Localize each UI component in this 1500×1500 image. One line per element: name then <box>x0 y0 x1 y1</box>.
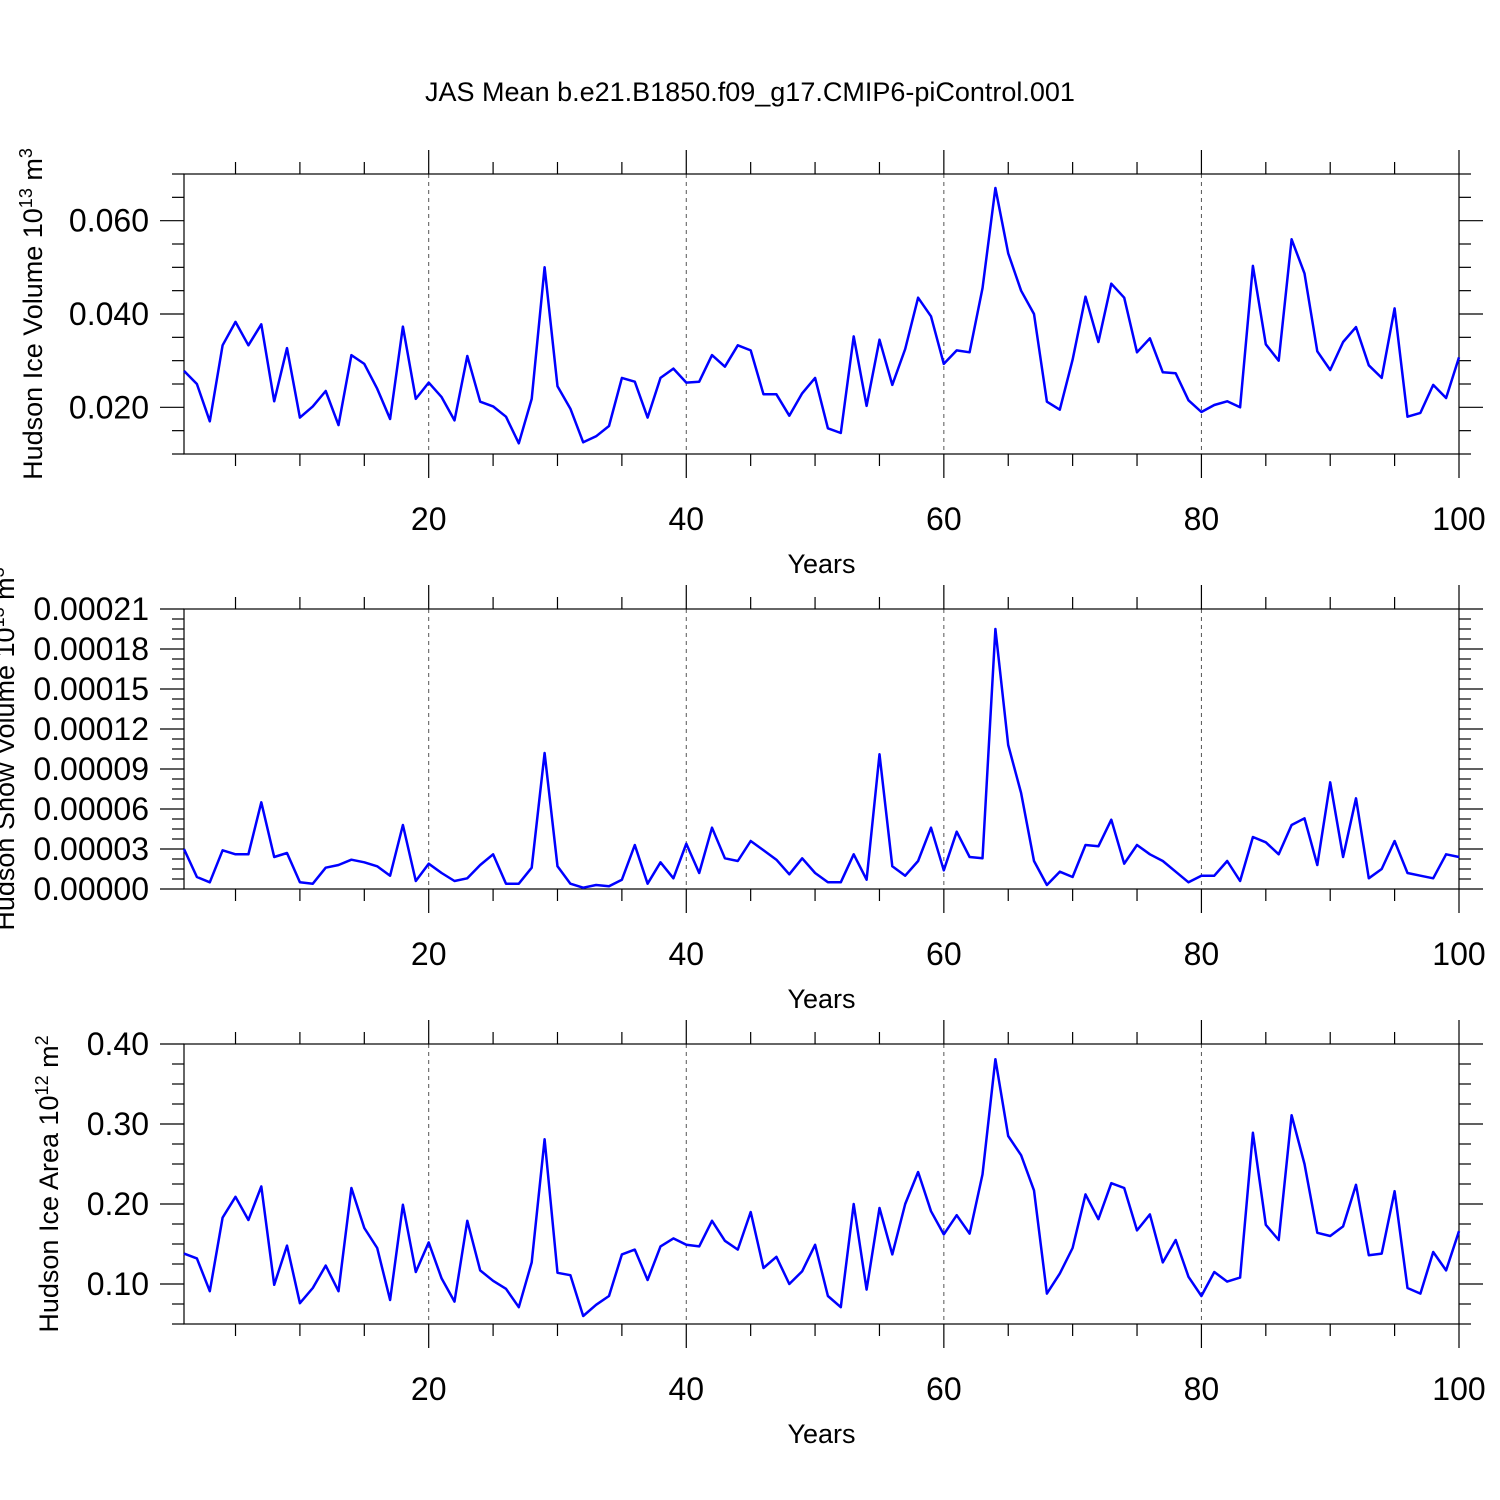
chart-title: JAS Mean b.e21.B1850.f09_g17.CMIP6-piCon… <box>425 77 1075 107</box>
xtick-label: 80 <box>1184 501 1220 537</box>
ytick-label: 0.00021 <box>33 591 149 627</box>
xtick-label: 80 <box>1184 1371 1220 1407</box>
panels: 0.020 0.040 0.060 20 40 60 80 100 Years Hudson Ic… <box>0 148 1486 1449</box>
plot-frame <box>183 608 1460 890</box>
ytick-label: 0.10 <box>87 1266 149 1302</box>
ytick-label: 0.00015 <box>33 671 149 707</box>
ytick-label: 0.20 <box>87 1186 149 1222</box>
xtick-label: 60 <box>926 501 962 537</box>
xtick-label: 100 <box>1432 936 1485 972</box>
panel-1: 0.020 0.040 0.060 20 40 60 80 100 Years Hudson Ic… <box>16 148 1486 579</box>
xtick-label: 100 <box>1432 1371 1485 1407</box>
panel-3: 0.10 0.20 0.30 0.40 20 40 60 80 100 Years Hudson I… <box>32 1020 1486 1449</box>
xtick-label: 40 <box>668 501 704 537</box>
xtick-label: 20 <box>411 1371 447 1407</box>
ytick-label: 0.00018 <box>33 631 149 667</box>
ytick-label: 0.40 <box>87 1026 149 1062</box>
xtick-label: 40 <box>668 936 704 972</box>
series-line <box>183 1057 1461 1318</box>
ytick-label: 0.060 <box>69 203 149 239</box>
series-line <box>182 627 1460 889</box>
xtick-label: 80 <box>1184 936 1220 972</box>
series-line <box>183 186 1461 445</box>
plot-frame <box>183 1043 1460 1325</box>
xtick-label: 20 <box>411 501 447 537</box>
y-axis-label: Hudson Ice Area 1012 m2 <box>32 1035 64 1332</box>
xtick-label: 60 <box>926 936 962 972</box>
y-axis-label: Hudson Ice Volume 1013 m3 <box>16 148 48 480</box>
xtick-label: 60 <box>926 1371 962 1407</box>
ytick-label: 0.00009 <box>33 751 149 787</box>
x-axis-label: Years <box>787 549 855 579</box>
ytick-label: 0.020 <box>69 389 149 425</box>
xtick-label: 40 <box>668 1371 704 1407</box>
ytick-label: 0.00006 <box>33 791 149 827</box>
xtick-label: 20 <box>411 936 447 972</box>
x-axis-label: Years <box>787 1419 855 1449</box>
y-axis-label: Hudson Snow Volume 1013 m3 <box>0 567 20 930</box>
panel-2: 0.00000 0.00003 0.00006 0.00009 0.00012 0.000… <box>0 567 1486 1014</box>
ytick-label: 0.00003 <box>33 831 149 867</box>
plot-frame <box>183 173 1460 455</box>
ytick-label: 0.040 <box>69 296 149 332</box>
ytick-label: 0.00000 <box>33 871 149 907</box>
ytick-label: 0.30 <box>87 1106 149 1142</box>
x-axis-label: Years <box>787 984 855 1014</box>
ytick-label: 0.00012 <box>33 711 149 747</box>
xtick-label: 100 <box>1432 501 1485 537</box>
